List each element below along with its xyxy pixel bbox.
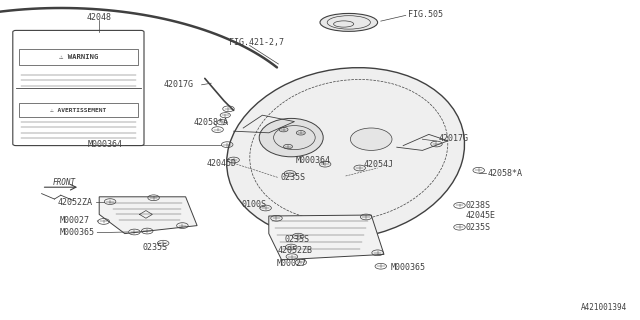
Text: FRONT: FRONT [52,178,76,187]
Text: 42017G: 42017G [438,134,468,143]
Text: 0235S: 0235S [142,243,167,252]
Text: M000365: M000365 [390,263,426,272]
Text: 42045D: 42045D [206,159,236,168]
FancyBboxPatch shape [19,103,138,117]
Text: A421001394: A421001394 [581,303,627,312]
Text: 42017G: 42017G [163,80,193,89]
Polygon shape [99,197,197,234]
Text: ⚠ AVERTISSEMENT: ⚠ AVERTISSEMENT [51,108,106,113]
Text: 0235S: 0235S [466,223,491,232]
Text: 42058*A: 42058*A [193,118,228,127]
FancyBboxPatch shape [13,30,144,146]
Text: 0100S: 0100S [242,200,267,209]
Text: 42045E: 42045E [466,212,496,220]
Polygon shape [269,215,384,260]
Text: 42052ZB: 42052ZB [278,246,313,255]
Text: 42054J: 42054J [364,160,394,169]
Text: FIG.505: FIG.505 [408,10,444,19]
Text: FIG.421-2,7: FIG.421-2,7 [229,38,284,47]
Text: 42048: 42048 [86,13,112,22]
Text: M00027: M00027 [276,260,307,268]
Text: 0235S: 0235S [280,173,305,182]
Text: ⚠ WARNING: ⚠ WARNING [59,54,98,60]
Text: M000364: M000364 [296,156,331,165]
Text: 42052ZA: 42052ZA [58,198,93,207]
Ellipse shape [227,68,465,240]
Text: 42058*A: 42058*A [488,169,523,178]
Text: 0238S: 0238S [466,201,491,210]
Text: M00027: M00027 [60,216,90,225]
Ellipse shape [320,13,378,31]
Text: M000364: M000364 [88,140,123,149]
Ellipse shape [259,118,323,157]
Text: M000365: M000365 [60,228,95,237]
Text: 0235S: 0235S [285,236,310,244]
Ellipse shape [351,128,392,150]
FancyBboxPatch shape [19,49,138,65]
